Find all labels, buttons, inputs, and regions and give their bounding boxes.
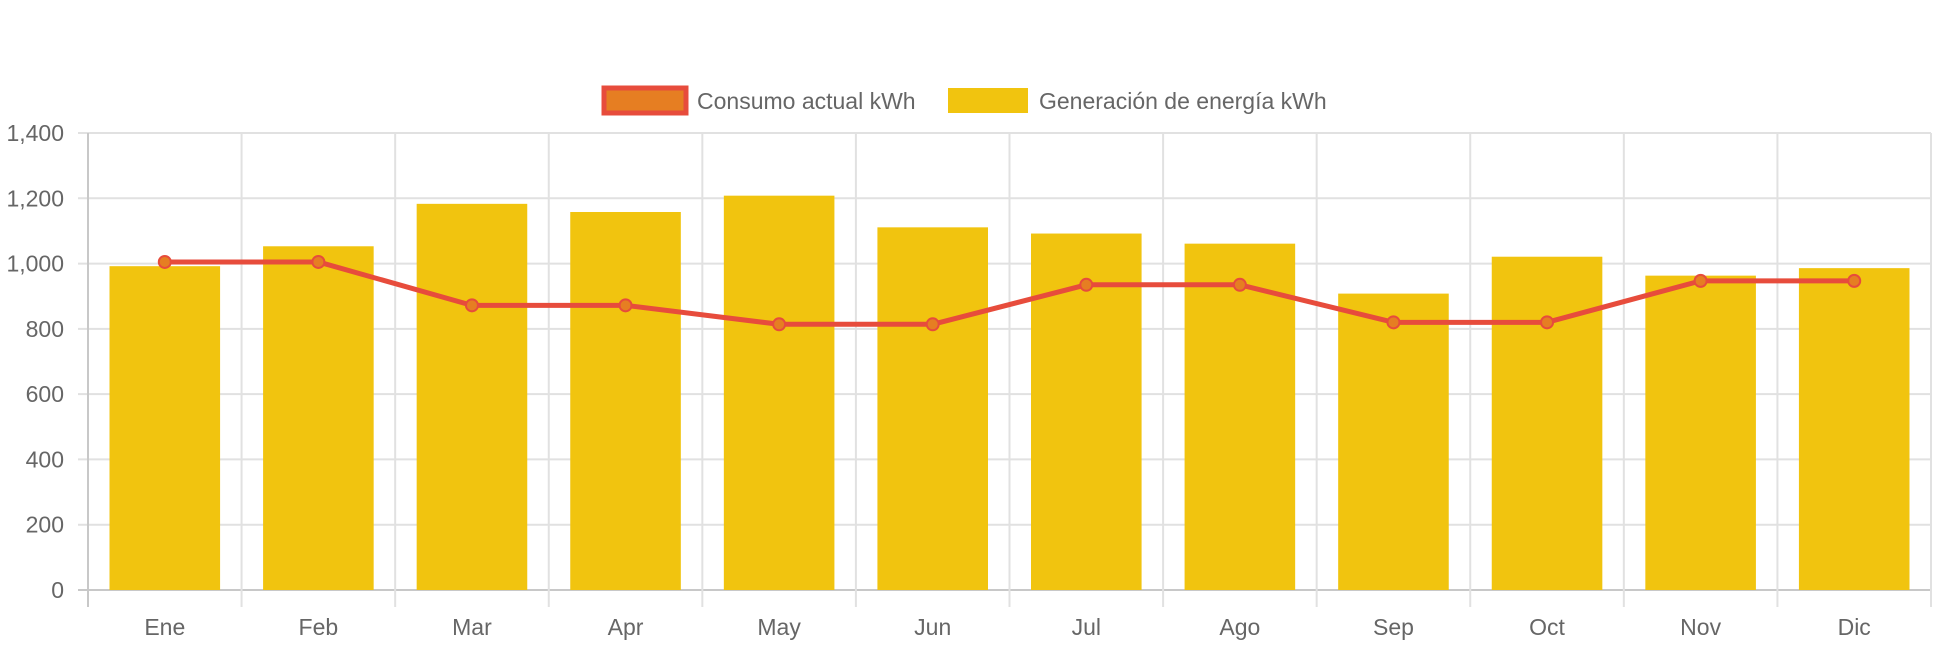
x-tick-label: Sep — [1373, 614, 1414, 640]
bar-generacion[interactable] — [723, 195, 835, 590]
bar-generacion[interactable] — [109, 266, 221, 590]
bar-generacion[interactable] — [1645, 275, 1756, 590]
bar-generacion[interactable] — [263, 246, 374, 590]
y-tick-label: 600 — [26, 381, 64, 407]
point-consumo[interactable] — [618, 298, 633, 313]
x-tick-label: Jun — [914, 614, 951, 640]
grid — [78, 132, 1932, 607]
legend-swatch-consumo[interactable] — [601, 85, 689, 116]
bar-generacion[interactable] — [1338, 293, 1449, 590]
x-tick-label: Apr — [608, 614, 644, 640]
legend-swatch-generacion[interactable] — [948, 88, 1028, 113]
y-tick-label: 1,200 — [6, 185, 64, 211]
line-consumo — [164, 259, 1855, 327]
point-consumo[interactable] — [1847, 273, 1862, 288]
point-consumo[interactable] — [311, 254, 326, 269]
y-tick-label: 0 — [51, 577, 64, 603]
y-tick-label: 1,400 — [6, 120, 64, 146]
x-tick-label: Nov — [1680, 614, 1721, 640]
y-tick-label: 1,000 — [6, 251, 64, 277]
legend-label-generacion[interactable]: Generación de energía kWh — [1039, 88, 1327, 114]
x-tick-label: Mar — [452, 614, 492, 640]
bar-generacion[interactable] — [416, 203, 528, 590]
bar-generacion[interactable] — [1491, 256, 1603, 590]
y-tick-label: 400 — [26, 446, 64, 472]
x-tick-label: May — [757, 614, 801, 640]
point-consumo[interactable] — [1693, 273, 1708, 288]
bar-generacion[interactable] — [1184, 243, 1296, 590]
point-consumo[interactable] — [464, 298, 479, 313]
point-consumo[interactable] — [1540, 315, 1555, 330]
point-consumo[interactable] — [1386, 315, 1401, 330]
axes: 0 200 400 600 800 1,000 1,200 1,400 Ene Feb Mar Apr… — [6, 120, 1870, 640]
x-tick-label: Oct — [1529, 614, 1565, 640]
bar-generacion[interactable] — [570, 211, 681, 590]
point-consumo[interactable] — [1079, 277, 1094, 292]
x-tick-label: Ene — [144, 614, 185, 640]
point-consumo[interactable] — [925, 317, 940, 332]
point-consumo[interactable] — [1232, 277, 1247, 292]
legend[interactable]: Consumo actual kWh Generación de energía… — [601, 85, 1327, 116]
x-tick-label: Jul — [1072, 614, 1101, 640]
y-tick-label: 200 — [26, 512, 64, 538]
line-series — [157, 254, 1862, 332]
legend-label-consumo[interactable]: Consumo actual kWh — [697, 88, 916, 114]
bar-series — [109, 195, 1910, 591]
x-tick-label: Ago — [1219, 614, 1260, 640]
bar-generacion[interactable] — [877, 227, 988, 590]
point-consumo[interactable] — [772, 317, 787, 332]
x-tick-label: Dic — [1838, 614, 1871, 640]
point-consumo[interactable] — [157, 254, 172, 269]
x-tick-label: Feb — [299, 614, 339, 640]
bar-generacion[interactable] — [1798, 268, 1910, 590]
y-tick-label: 800 — [26, 316, 64, 342]
